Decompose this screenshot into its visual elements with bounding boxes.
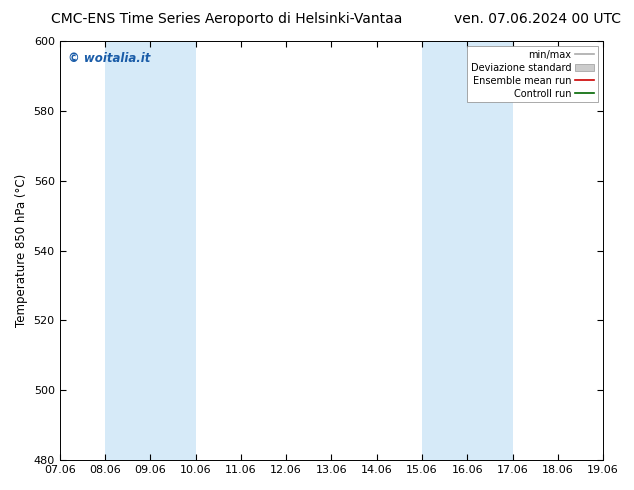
- Legend: min/max, Deviazione standard, Ensemble mean run, Controll run: min/max, Deviazione standard, Ensemble m…: [467, 46, 598, 102]
- Bar: [105, 41, 195, 460]
- Text: ven. 07.06.2024 00 UTC: ven. 07.06.2024 00 UTC: [455, 12, 621, 26]
- Text: CMC-ENS Time Series Aeroporto di Helsinki-Vantaa: CMC-ENS Time Series Aeroporto di Helsink…: [51, 12, 402, 26]
- Bar: [422, 41, 512, 460]
- Y-axis label: Temperature 850 hPa (°C): Temperature 850 hPa (°C): [15, 174, 28, 327]
- Text: © woitalia.it: © woitalia.it: [68, 51, 150, 65]
